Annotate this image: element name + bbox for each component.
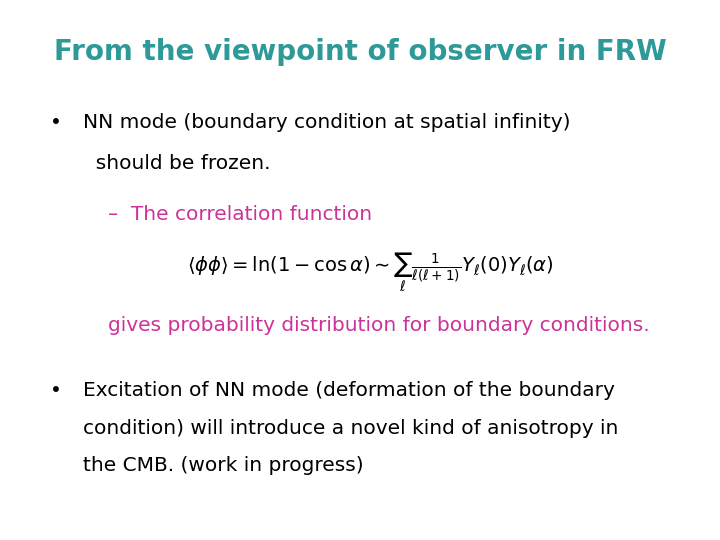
Text: condition) will introduce a novel kind of anisotropy in: condition) will introduce a novel kind o… xyxy=(83,418,618,437)
Text: gives probability distribution for boundary conditions.: gives probability distribution for bound… xyxy=(108,316,649,335)
Text: From the viewpoint of observer in FRW: From the viewpoint of observer in FRW xyxy=(53,38,667,66)
Text: should be frozen.: should be frozen. xyxy=(83,154,270,173)
Text: •: • xyxy=(50,381,62,400)
Text: NN mode (boundary condition at spatial infinity): NN mode (boundary condition at spatial i… xyxy=(83,113,570,132)
Text: the CMB. (work in progress): the CMB. (work in progress) xyxy=(83,456,364,475)
Text: •: • xyxy=(50,113,62,132)
Text: –  The correlation function: – The correlation function xyxy=(108,205,372,224)
Text: Excitation of NN mode (deformation of the boundary: Excitation of NN mode (deformation of th… xyxy=(83,381,615,400)
Text: $\langle\phi\phi\rangle = \ln(1 - \cos\alpha) \sim \sum_\ell \frac{1}{\ell(\ell+: $\langle\phi\phi\rangle = \ln(1 - \cos\a… xyxy=(187,251,554,294)
